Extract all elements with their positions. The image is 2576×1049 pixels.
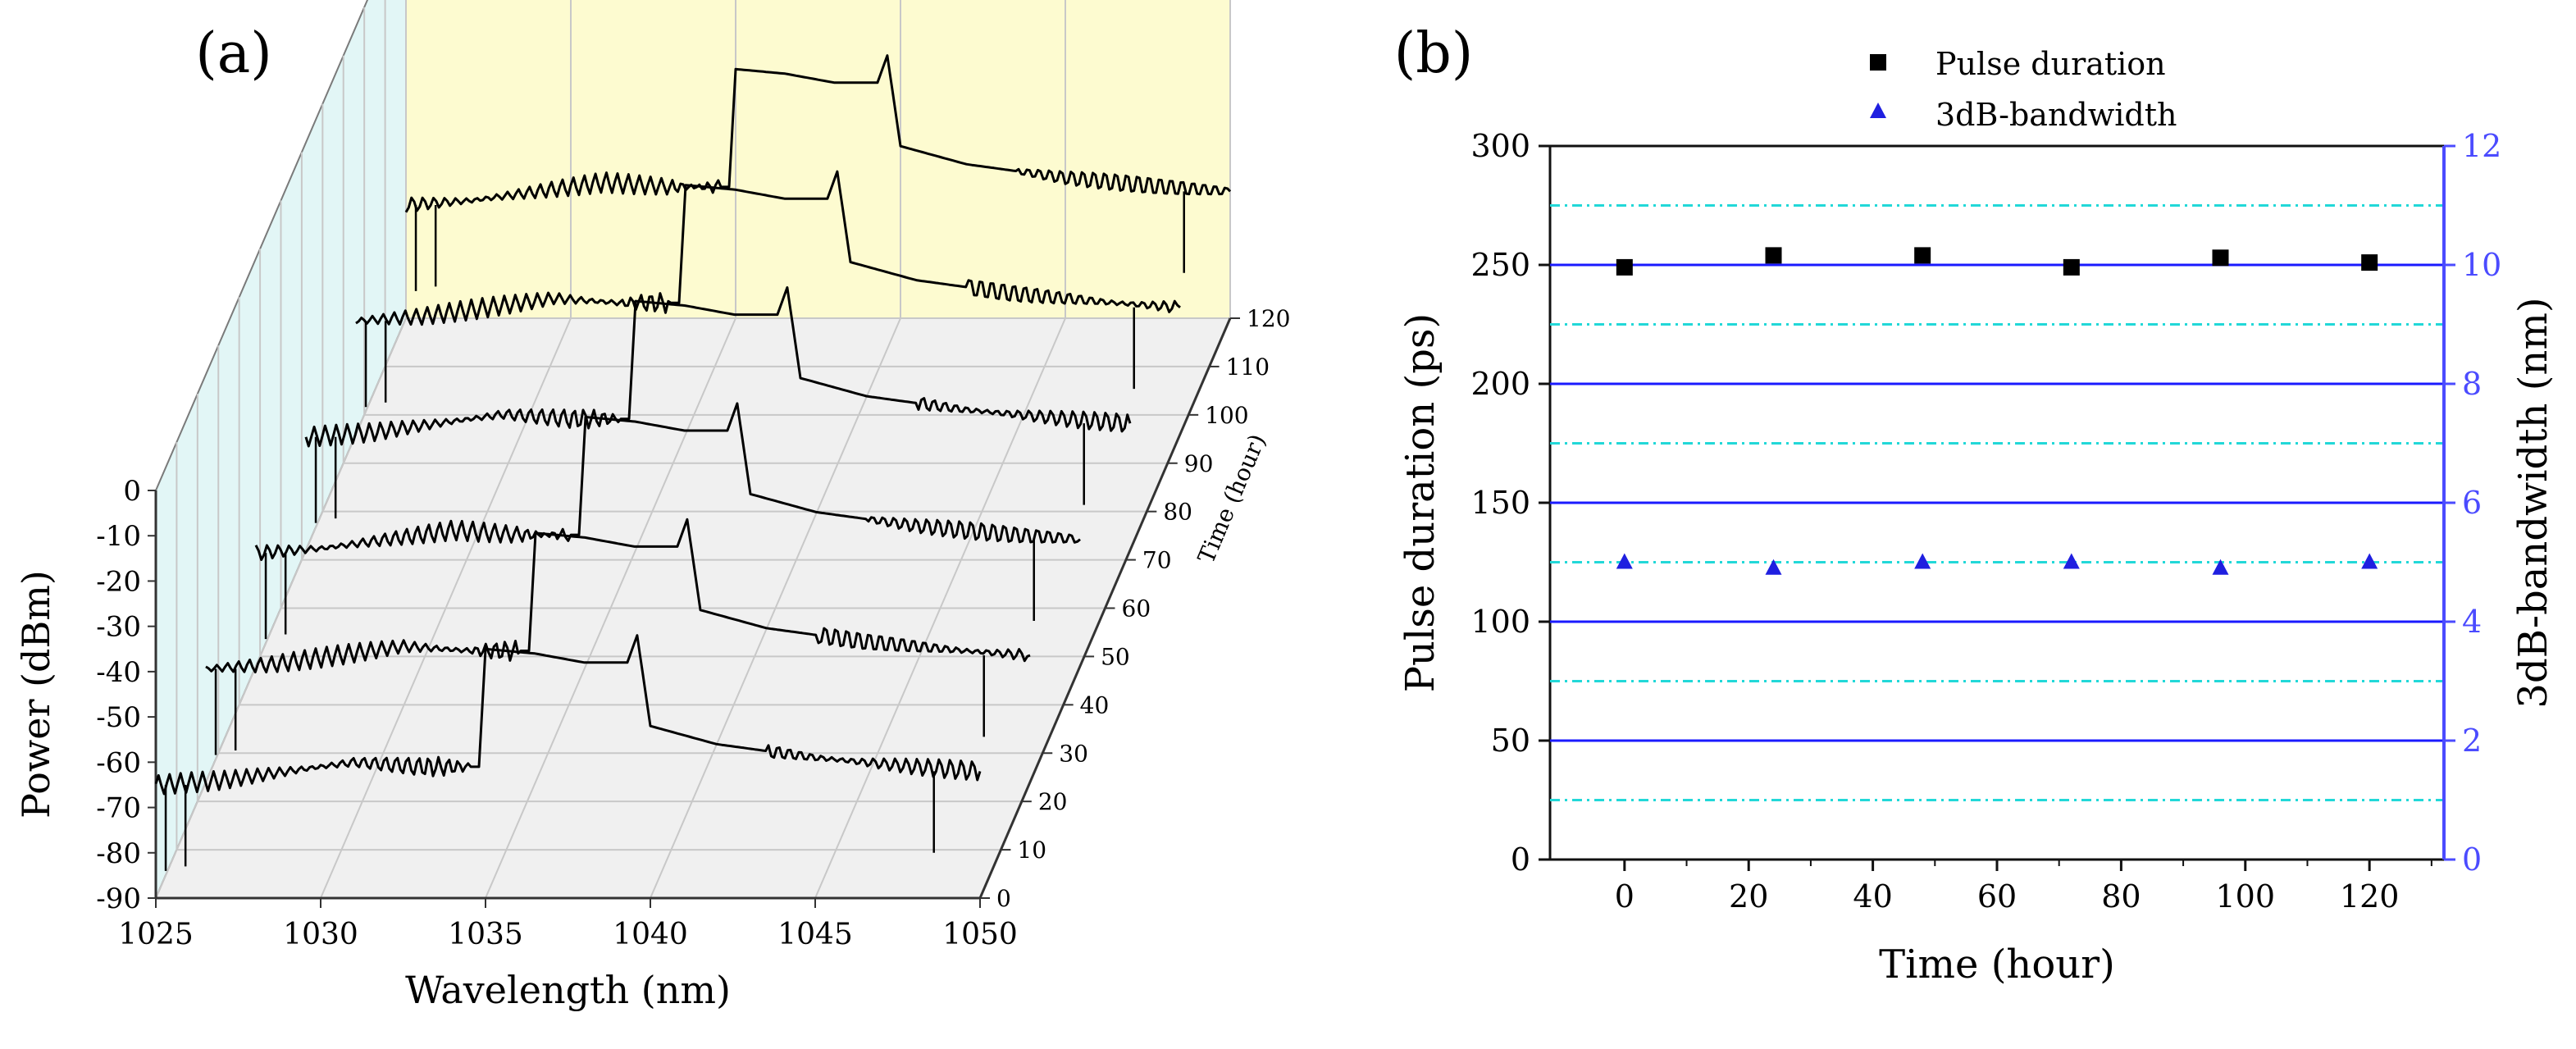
x-tick-label: 100 — [2216, 878, 2276, 914]
panel-a-label: (a) — [195, 21, 272, 86]
y-tick-label: -60 — [96, 746, 141, 779]
pulse-duration-point — [2361, 254, 2378, 271]
legend-label-pulse-duration: Pulse duration — [1935, 46, 2166, 82]
z-tick-label: 10 — [1017, 837, 1046, 864]
spectrum-trace — [404, 54, 1232, 213]
y-tick-label: -50 — [96, 701, 141, 734]
left-tick-label: 250 — [1470, 247, 1530, 283]
grid-lines — [1550, 204, 2444, 801]
left-tick-label: 100 — [1470, 604, 1530, 640]
y-tick-label: -30 — [96, 611, 141, 644]
z-tick-label: 110 — [1226, 353, 1270, 381]
right-tick-label: 6 — [2462, 485, 2482, 521]
pulse-duration-point — [1914, 247, 1931, 264]
tick-labels: 1025 1030 1035 1040 1045 10500-10-20-30-40-50… — [96, 305, 1290, 951]
y-tick-label: -10 — [96, 520, 141, 553]
x-tick-label: 1045 — [777, 918, 853, 951]
z-tick-label: 60 — [1122, 595, 1151, 623]
left-tick-label: 150 — [1470, 485, 1530, 521]
pulse-duration-point — [1765, 247, 1782, 264]
panel-a-3d-spectra: (a) 1025 1030 1035 1040 1045 10500-10-20-30-4… — [14, 0, 1290, 1012]
z-tick-label: 120 — [1247, 305, 1290, 332]
spectrum-traces — [154, 54, 1232, 871]
right-tick-label: 2 — [2462, 723, 2482, 759]
y-axis-label: Power (dBm) — [14, 570, 58, 819]
left-tick-label: 50 — [1491, 723, 1530, 759]
floor-grid-line — [485, 317, 736, 899]
right-tick-label: 4 — [2462, 604, 2482, 640]
right-axis-ticks: 0 2 4 6 8 10 12 — [2442, 128, 2501, 878]
floor-grid-line — [814, 317, 1066, 899]
x-axis-ticks: 0 20 40 60 80 100 120 — [1615, 860, 2432, 914]
x-tick-label: 1040 — [613, 918, 688, 951]
pulse-duration-point — [2063, 258, 2080, 276]
spectrum-trace — [355, 170, 1181, 326]
bandwidth-point — [2212, 559, 2229, 575]
x-tick-label: 120 — [2340, 878, 2400, 914]
left-tick-label: 200 — [1470, 366, 1530, 402]
y-tick-label: -90 — [96, 883, 141, 915]
right-tick-label: 12 — [2462, 128, 2501, 164]
back-wall — [405, 0, 1231, 319]
left-axis-ticks: 0 50 100 150 200 250 300 — [1470, 128, 1550, 878]
legend: Pulse duration 3dB-bandwidth — [1870, 46, 2177, 133]
right-tick-label: 8 — [2462, 366, 2482, 402]
x-tick-label: 1035 — [448, 918, 523, 951]
spectrum-trace — [154, 634, 982, 796]
z-tick-label: 70 — [1142, 547, 1172, 574]
panel-b-stability-plot: (b) Pulse duration 3dB-bandwidth 0501001… — [1394, 21, 2556, 987]
right-tick-label: 10 — [2462, 247, 2501, 283]
right-tick-label: 0 — [2462, 841, 2482, 878]
x-tick-label: 1050 — [942, 918, 1018, 951]
left-tick-label: 300 — [1470, 128, 1530, 164]
spectrum-trace — [304, 286, 1132, 448]
z-tick-label: 90 — [1184, 450, 1214, 477]
x-tick-label: 80 — [2101, 878, 2141, 914]
floor-grid-line — [650, 317, 901, 899]
x-tick-label: 0 — [1615, 878, 1635, 914]
left-tick-label: 0 — [1511, 841, 1530, 878]
x-axis-label: Time (hour) — [1879, 942, 2115, 987]
y-tick-label: -40 — [96, 656, 141, 689]
y-tick-label: -20 — [96, 565, 141, 598]
legend-label-bandwidth: 3dB-bandwidth — [1935, 97, 2177, 133]
pulse-duration-point — [2212, 249, 2229, 267]
y-tick-label: -70 — [96, 792, 141, 825]
z-tick-label: 30 — [1059, 740, 1088, 767]
z-tick-label: 50 — [1101, 643, 1130, 670]
floor-grid-line — [155, 317, 407, 899]
y-tick-label: 0 — [123, 475, 141, 508]
legend-marker-pulse-duration — [1870, 54, 1886, 71]
y-tick-label: -80 — [96, 837, 141, 870]
data-points — [1616, 247, 2378, 575]
x-tick-label: 20 — [1729, 878, 1768, 914]
spectrum-trace — [254, 402, 1081, 561]
bandwidth-point — [1765, 559, 1782, 575]
x-tick-label: 1030 — [283, 918, 358, 951]
legend-marker-bandwidth — [1870, 103, 1886, 118]
z-tick-label: 0 — [996, 885, 1011, 912]
z-tick-label: 20 — [1038, 788, 1068, 815]
y-axis-label: Pulse duration (ps) — [1397, 313, 1443, 693]
spectrum-trace — [205, 518, 1031, 674]
bandwidth-point — [2361, 553, 2378, 569]
bandwidth-point — [1616, 553, 1633, 569]
z-tick-label: 100 — [1205, 402, 1248, 429]
bandwidth-point — [1914, 553, 1931, 569]
x-tick-label: 60 — [1977, 878, 2017, 914]
x-tick-label: 1025 — [118, 918, 194, 951]
z-tick-label: 80 — [1163, 499, 1192, 526]
y2-axis-label: 3dB-bandwidth (nm) — [2510, 297, 2556, 708]
pulse-duration-point — [1616, 258, 1633, 276]
bandwidth-point — [2063, 553, 2080, 569]
x-axis-label: Wavelength (nm) — [405, 968, 731, 1012]
x-tick-label: 40 — [1853, 878, 1892, 914]
z-tick-label: 40 — [1080, 691, 1110, 718]
panel-b-label: (b) — [1394, 21, 1474, 86]
